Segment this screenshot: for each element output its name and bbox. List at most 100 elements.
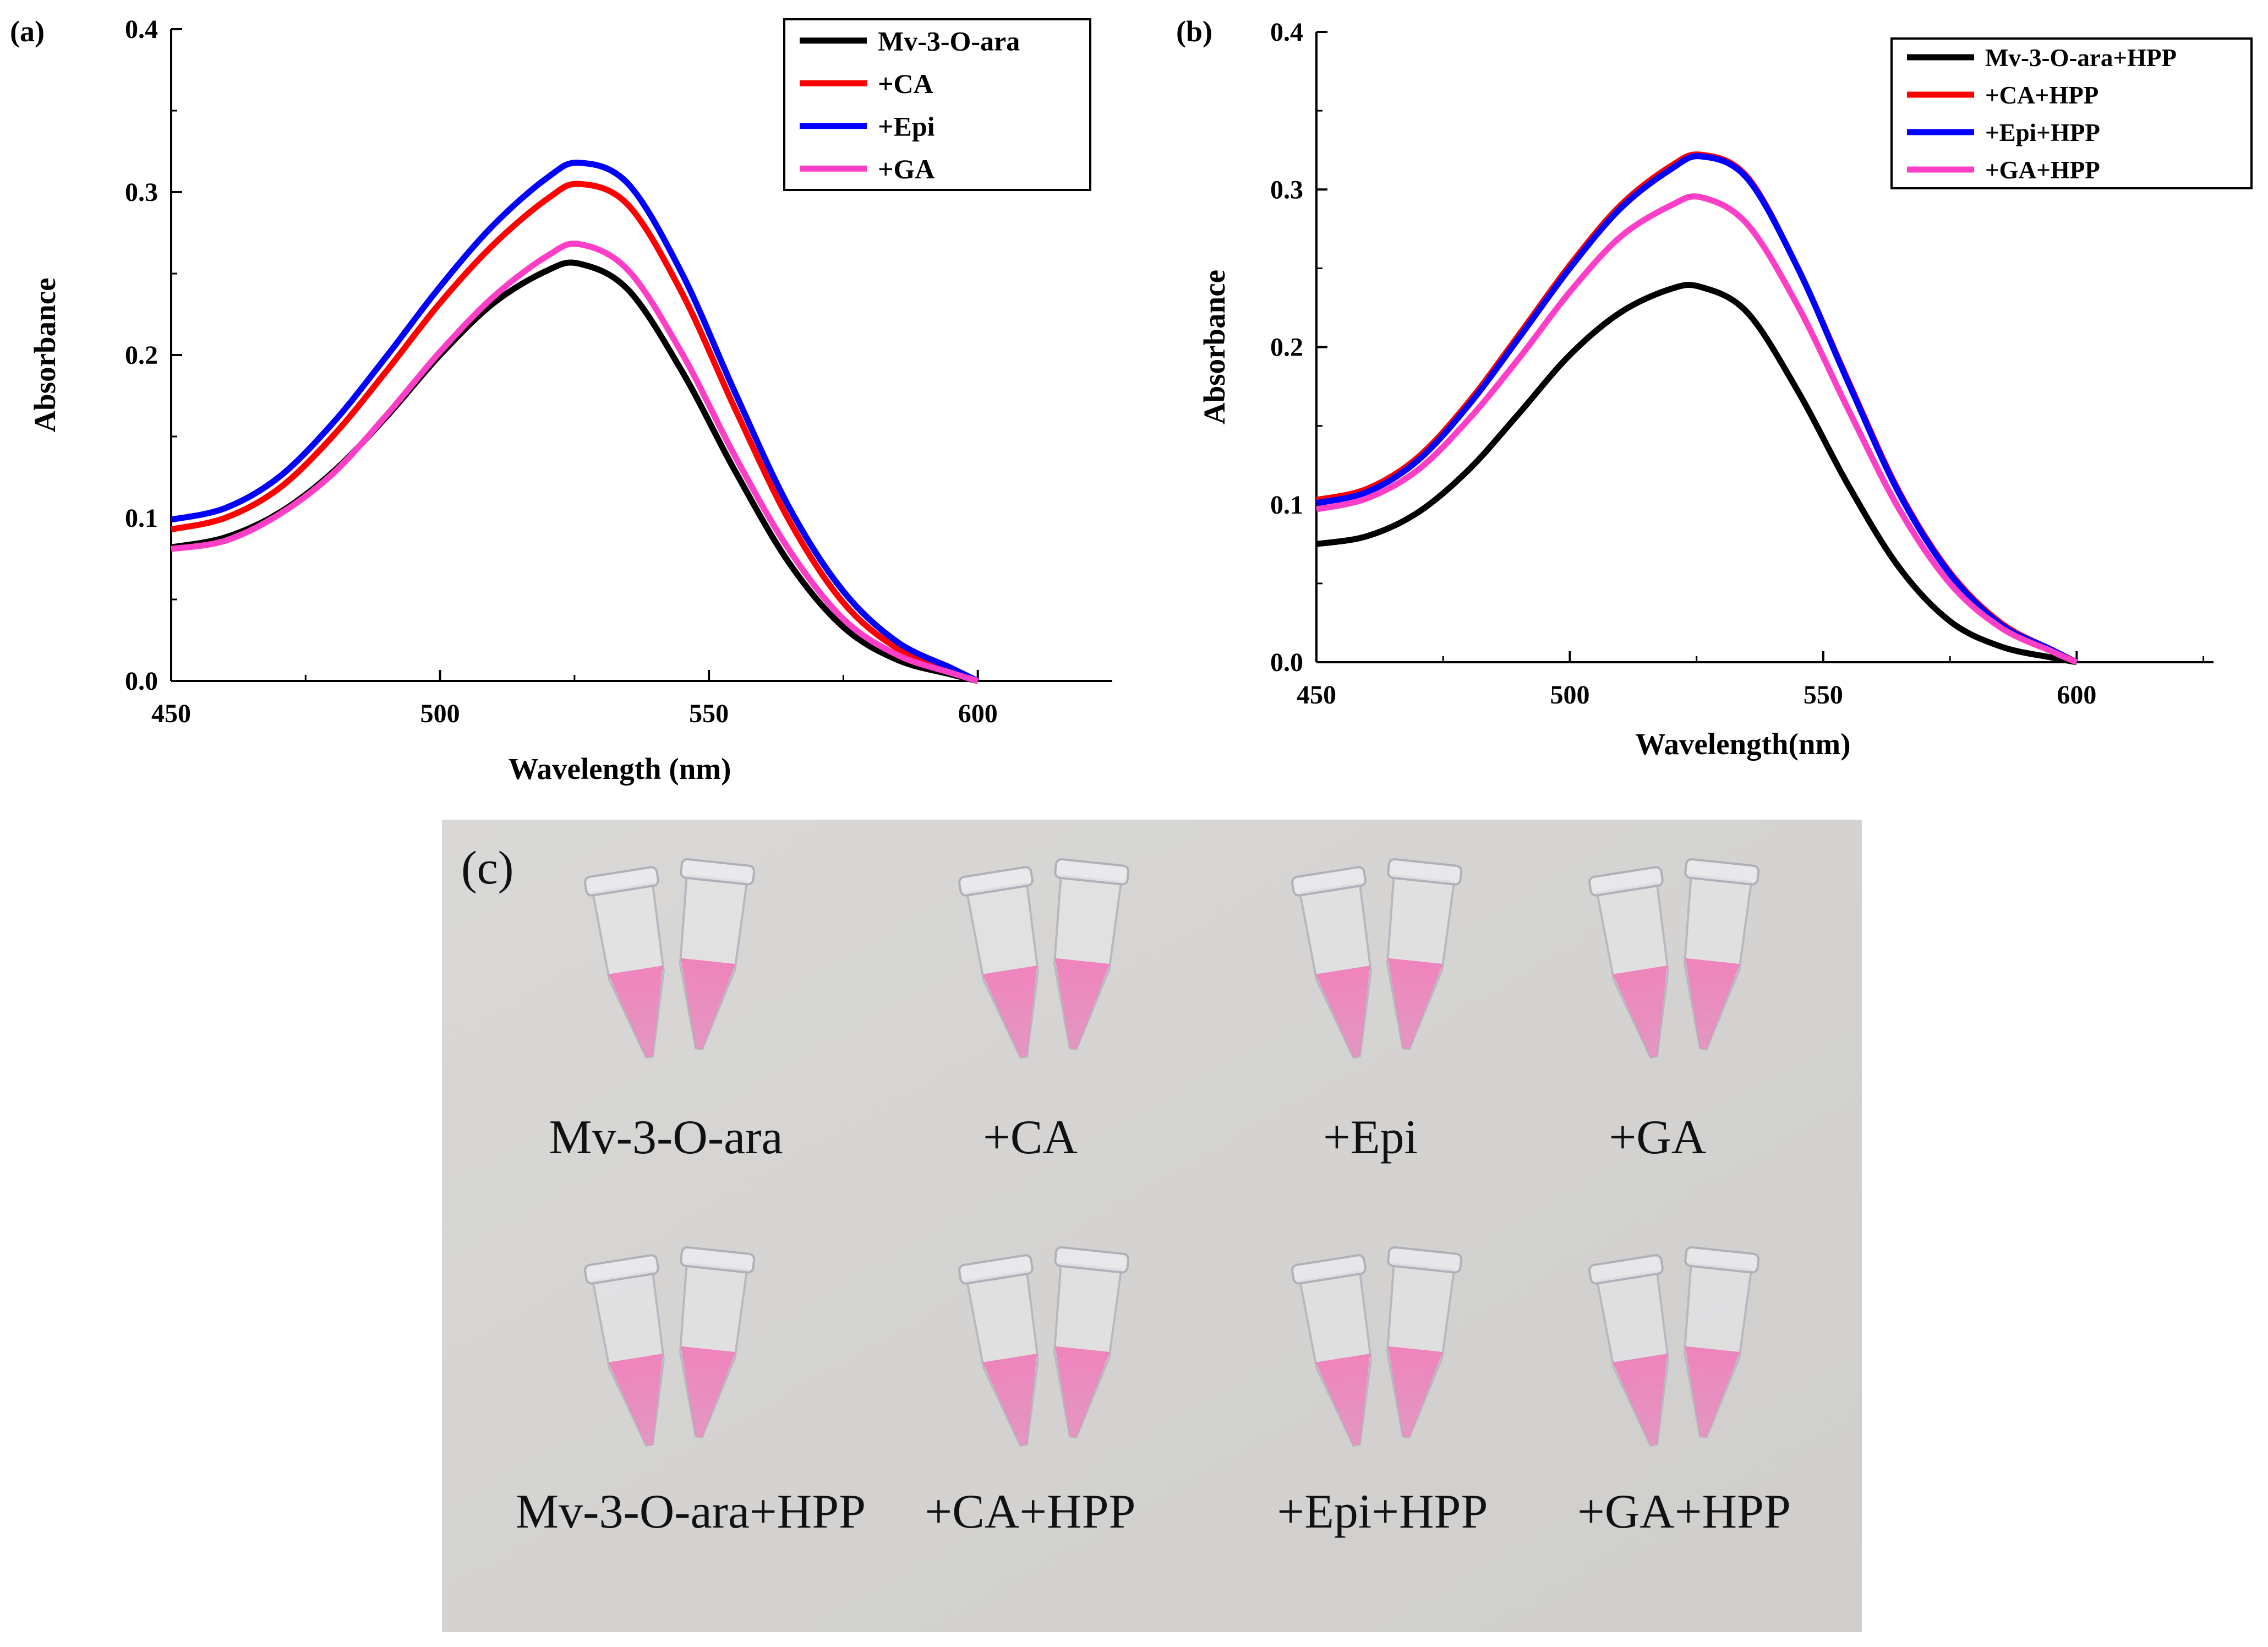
tube-pair-row1-3 xyxy=(1291,858,1463,1059)
tube-liquid xyxy=(1315,966,1370,1057)
tube-cap xyxy=(1684,1246,1760,1274)
photo-label-row1: +Epi xyxy=(1323,1111,1418,1164)
chart-b-y-axis-label: Absorbance xyxy=(1198,270,1231,424)
tube-right xyxy=(1386,1246,1463,1438)
tube-pair-row2-3 xyxy=(1291,1246,1463,1447)
chart-b-panel-label: (b) xyxy=(1176,15,1212,48)
tube-liquid xyxy=(1054,1346,1110,1437)
chart-a-x-tick-label: 500 xyxy=(420,699,460,728)
tube-pair-row2-2 xyxy=(958,1246,1130,1447)
photo-label-row2: +GA+HPP xyxy=(1577,1485,1791,1539)
photo-label-row1: +CA xyxy=(983,1111,1078,1164)
tube-right xyxy=(1683,858,1760,1050)
chart-b-x-tick-label: 450 xyxy=(1297,680,1336,710)
tube-left xyxy=(1588,866,1669,1059)
chart-b-legend-label: +CA+HPP xyxy=(1985,81,2098,109)
tube-liquid xyxy=(1315,1354,1370,1446)
tube-cap xyxy=(1387,1246,1463,1274)
tube-right xyxy=(679,858,756,1050)
tube-liquid xyxy=(1685,1346,1740,1437)
chart-b-series-line-3 xyxy=(1315,153,2078,665)
tube-right xyxy=(1386,858,1463,1050)
chart-b-x-tick-label: 500 xyxy=(1550,680,1589,710)
chart-a-series-line-3 xyxy=(170,159,980,684)
chart-a-series-line-2 xyxy=(170,181,979,684)
tube-liquid xyxy=(1613,966,1668,1057)
chart-a-series-line-4 xyxy=(171,241,979,684)
tube-left xyxy=(1291,1254,1372,1447)
tube-cap xyxy=(680,858,756,886)
tube-cap xyxy=(680,1246,756,1274)
chart-a-legend-box xyxy=(783,18,1091,191)
chart-b-y-tick-label: 0.3 xyxy=(1270,175,1303,204)
tube-pair-row1-2 xyxy=(958,858,1130,1059)
photo-panel-label: (c) xyxy=(461,841,513,894)
chart-a-y-axis-label: Absorbance xyxy=(28,277,62,432)
tube-left xyxy=(1291,866,1372,1059)
tube-right xyxy=(1683,1246,1760,1438)
chart-a-legend-label: +Epi xyxy=(878,111,935,141)
photo-label-row1: +GA xyxy=(1609,1111,1707,1164)
tube-liquid xyxy=(608,966,663,1057)
tube-liquid xyxy=(1685,958,1740,1049)
chart-b-legend-label: Mv-3-O-ara+HPP xyxy=(1985,44,2177,72)
tube-pair-row2-1 xyxy=(584,1246,756,1447)
chart-a-panel-label: (a) xyxy=(10,15,45,48)
tube-liquid xyxy=(680,958,736,1049)
chart-b-legend-label: +Epi+HPP xyxy=(1985,119,2100,146)
chart-b-series-line-1 xyxy=(1316,281,2078,666)
chart-b-x-tick-label: 600 xyxy=(2057,680,2096,710)
chart-b-y-tick-label: 0.4 xyxy=(1270,18,1303,47)
tube-left xyxy=(958,866,1039,1059)
chart-b: (b) 0.0 0.1 0.2 0.3 0.4 450 500 550 600 Wavelength… xyxy=(1176,15,2253,761)
chart-b-y-tick-label: 0.0 xyxy=(1270,648,1303,677)
tube-liquid xyxy=(982,1354,1037,1446)
chart-b-x-axis-label: Wavelength(nm) xyxy=(1635,727,1850,761)
tube-cap xyxy=(1588,1254,1664,1285)
tube-right xyxy=(1053,1246,1130,1438)
chart-a-y-tick-label: 0.4 xyxy=(125,15,158,44)
chart-b-y-tick-label: 0.2 xyxy=(1270,333,1303,362)
chart-a-x-tick-label: 450 xyxy=(151,699,191,728)
chart-a-legend-label: Mv-3-O-ara xyxy=(878,25,1020,56)
chart-a-y-tick-label: 0.3 xyxy=(125,178,158,207)
photo-panel-c: (c) Mv-3-O-ara +CA +Epi +GA Mv-3-O-ara+HPP +CA… xyxy=(442,820,1862,1632)
tube-cap xyxy=(1054,858,1130,886)
chart-b-legend-label: +GA+HPP xyxy=(1985,156,2100,184)
photo-background xyxy=(442,820,1862,1632)
tube-liquid xyxy=(1387,1346,1443,1437)
photo-label-row1: Mv-3-O-ara xyxy=(549,1111,783,1164)
chart-a-y-tick-label: 0.2 xyxy=(125,341,158,370)
tube-cap xyxy=(1054,1246,1130,1274)
tube-cap xyxy=(958,866,1034,897)
tube-cap xyxy=(1684,858,1760,886)
chart-a-y-tick-label: 0.1 xyxy=(125,504,158,533)
tube-cap xyxy=(1387,858,1463,886)
tube-liquid xyxy=(1054,958,1110,1049)
tube-cap xyxy=(584,1254,659,1285)
tube-left xyxy=(958,1254,1039,1447)
tube-right xyxy=(679,1246,756,1438)
chart-b-series-line-4 xyxy=(1315,193,2078,666)
tube-pair-row1-4 xyxy=(1588,858,1760,1059)
chart-a-x-axis-label: Wavelength (nm) xyxy=(509,752,731,786)
chart-b-x-tick-label: 550 xyxy=(1804,680,1843,710)
tube-liquid xyxy=(608,1354,663,1446)
photo-label-row2: +Epi+HPP xyxy=(1277,1485,1488,1539)
tube-cap xyxy=(1291,1254,1367,1285)
tube-cap xyxy=(584,866,659,897)
chart-a-y-tick-label: 0.0 xyxy=(125,667,158,696)
chart-b-y-tick-label: 0.1 xyxy=(1270,490,1303,520)
tube-cap xyxy=(1291,866,1367,897)
photo-label-row2: Mv-3-O-ara+HPP xyxy=(516,1485,866,1539)
chart-a-legend-label: +GA xyxy=(878,154,935,184)
chart-a-x-tick-label: 550 xyxy=(689,699,729,728)
tube-liquid xyxy=(982,966,1037,1057)
chart-a-legend-label: +CA xyxy=(878,68,933,99)
tube-liquid xyxy=(1387,958,1443,1049)
tube-right xyxy=(1053,858,1130,1050)
tube-pair-row1-1 xyxy=(584,858,756,1059)
tube-left xyxy=(584,1254,665,1447)
